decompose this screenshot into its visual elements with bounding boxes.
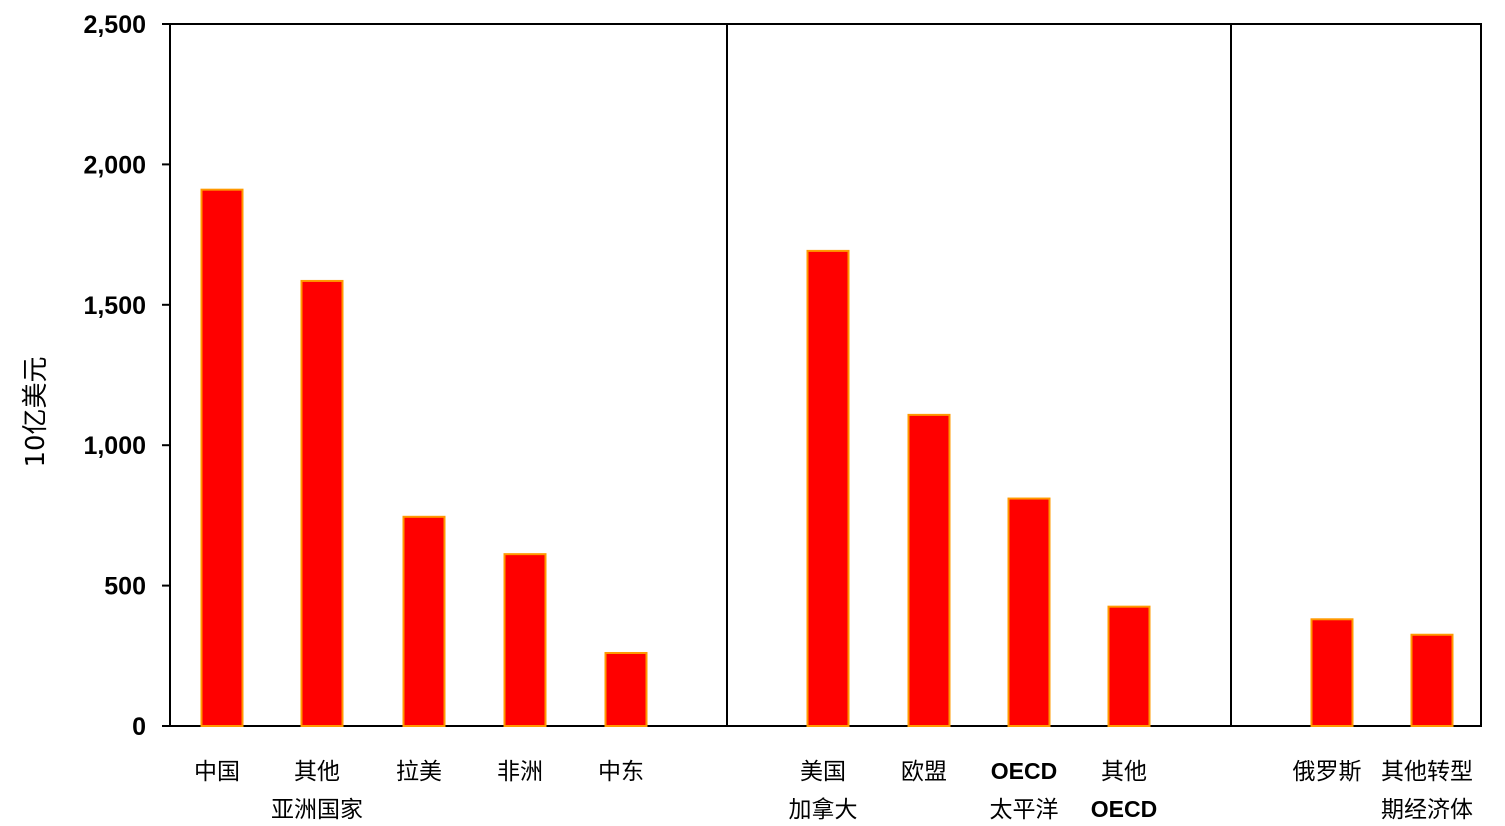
y-tick-label: 1,000 [83,432,146,460]
x-category-label: OECD [991,758,1057,784]
y-tick-label: 0 [132,713,146,741]
x-category-label: 太平洋 [990,797,1059,823]
x-category-label: 亚洲国家 [271,797,363,823]
y-tick-label: 1,500 [83,292,146,320]
x-category-label: 俄罗斯 [1293,759,1362,785]
bar-9 [1310,618,1354,728]
x-category-label: 中东 [598,759,644,785]
bar-1 [300,279,344,727]
x-category-label: 拉美 [396,759,442,785]
x-category-label: 其他 [294,759,340,785]
bar-5 [806,249,850,727]
x-category-label: 非洲 [497,759,543,785]
y-tick-label: 2,000 [83,151,146,179]
bar-3 [503,553,547,727]
bar-8 [1107,605,1151,727]
x-category-label: 美国 [800,759,846,785]
y-tick-label: 500 [104,573,146,601]
bar-4 [604,651,648,728]
bars-layer [200,188,1454,728]
x-category-label: OECD [1091,796,1157,822]
x-category-label: 期经济体 [1381,797,1473,823]
bar-0 [200,188,244,727]
bar-6 [907,413,951,727]
bar-2 [402,515,446,728]
bar-10 [1410,633,1454,727]
x-category-label: 其他转型 [1381,759,1473,785]
x-category-label: 其他 [1101,759,1147,785]
bar-7 [1007,497,1051,727]
y-axis-ticks: 0 500 1,000 1,500 2,000 2,500 [83,11,170,741]
y-tick-label: 2,500 [83,11,146,39]
x-category-label: 欧盟 [901,759,947,785]
y-axis-label: 10亿美元 [21,356,51,467]
x-category-label: 中国 [194,759,240,785]
x-category-label: 加拿大 [789,796,858,823]
